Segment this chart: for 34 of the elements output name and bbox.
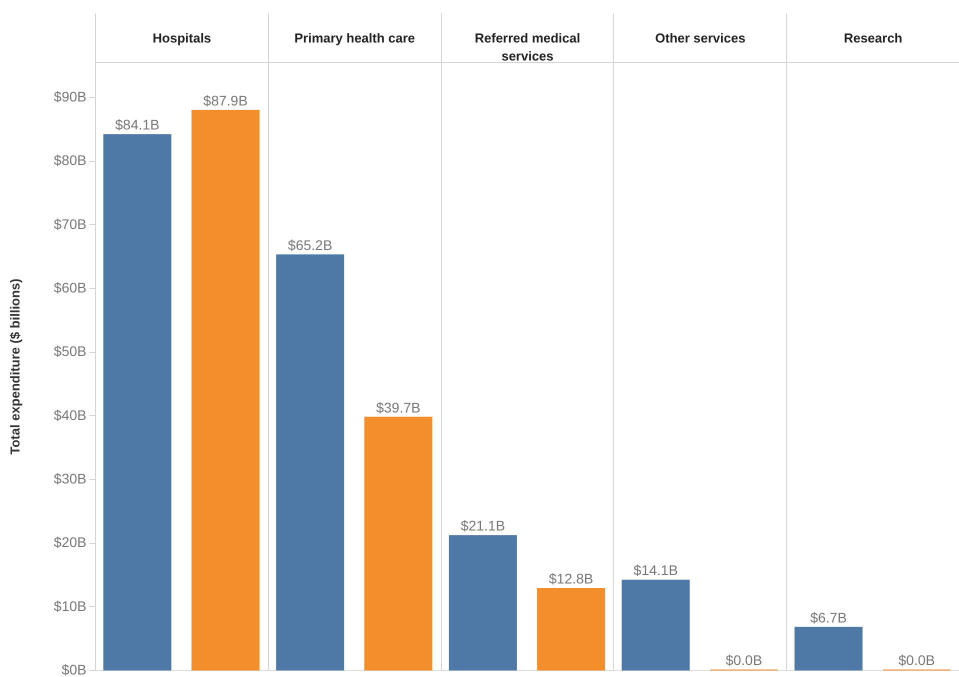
- y-tick-label: $80B: [54, 152, 86, 168]
- y-tick-label: $10B: [54, 598, 86, 614]
- data-label: $14.1B: [634, 562, 678, 578]
- y-tick-label: $40B: [54, 406, 86, 423]
- data-label: $12.8B: [548, 570, 594, 587]
- bar: [448, 535, 517, 670]
- x-tick-label: Referred medical services: [474, 30, 580, 64]
- y-tick-label: $50B: [54, 343, 86, 360]
- y-tick-label: $70B: [54, 216, 86, 232]
- x-tick-label: Primary health care: [294, 30, 416, 46]
- y-axis-title: Total expenditure ($ billions): [8, 278, 22, 454]
- bar: [364, 416, 432, 670]
- y-tick-label: $0B: [62, 662, 86, 677]
- y-tick-label: $30B: [54, 470, 86, 487]
- data-label: $6.7B: [810, 609, 847, 626]
- y-tick-label: $20B: [54, 534, 86, 550]
- y-tick-label: $60B: [54, 280, 86, 296]
- data-label: $0.0B: [726, 652, 762, 668]
- x-tick-label: Hospitals: [152, 30, 212, 46]
- data-label: $87.9B: [203, 92, 248, 108]
- x-tick-label: Other services: [655, 30, 746, 46]
- bar: [794, 626, 863, 670]
- bar: [103, 134, 172, 670]
- x-tick-label: Research: [844, 30, 902, 46]
- bar: [276, 254, 344, 670]
- data-label: $84.1B: [115, 116, 160, 133]
- data-label: $39.7B: [376, 399, 420, 416]
- data-label: $21.1B: [460, 518, 506, 534]
- bar: [537, 588, 606, 670]
- data-label: $0.0B: [898, 652, 935, 668]
- data-label: $65.2B: [288, 236, 332, 253]
- y-tick-label: $90B: [54, 88, 86, 105]
- bar: [622, 580, 690, 670]
- bar: [191, 110, 260, 670]
